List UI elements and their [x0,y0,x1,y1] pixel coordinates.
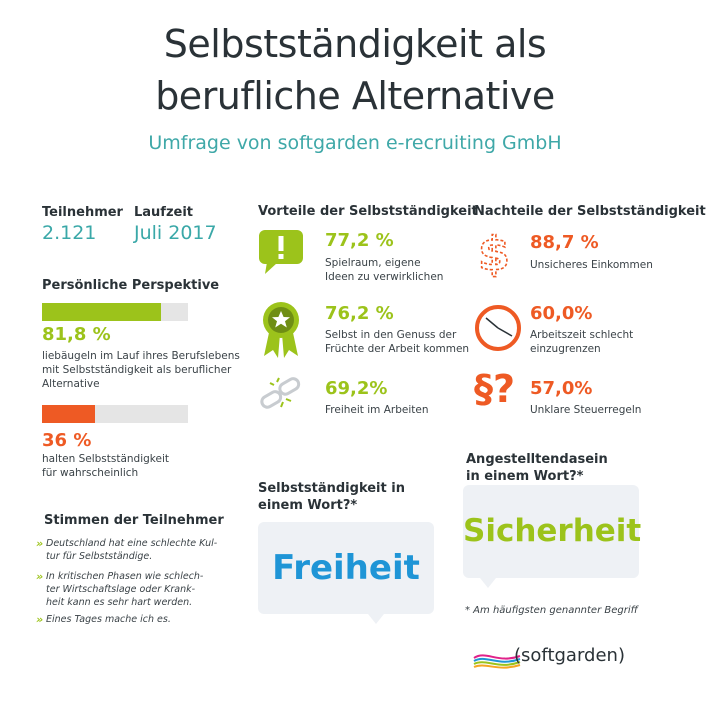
participants-value: 2.121 [42,222,97,244]
pros-value-1: 77,2 % [325,230,394,251]
self-word-bubble: Freiheit [258,522,434,614]
quote-1: » Deutschland hat eine schlechte Kul-tur… [36,537,218,562]
employed-word-heading: Angestelltendasein in einem Wort?* [466,452,608,484]
perspective-heading: Persönliche Perspektive [42,278,220,293]
cons-text-1: Unsicheres Einkommen [530,259,653,271]
voices-heading: Stimmen der Teilnehmer [44,513,224,528]
svg-text:$: $ [478,227,510,278]
quote-icon: » [36,613,44,626]
quote-2: » In kritischen Phasen wie schlech-ter W… [36,570,204,608]
page-title-line-1: Selbstständigkeit als [163,22,547,66]
perspective-bar-1 [42,303,188,321]
quote-icon: » [36,537,44,550]
perspective-value-2: 36 % [42,430,92,451]
clock-icon [475,305,521,351]
cons-text-2: Arbeitszeit schlecht einzugrenzen [530,329,634,355]
perspective-text-1: liebäugeln im Lauf ihres Berufslebens mi… [42,350,240,390]
page-title-line-2: berufliche Alternative [155,74,555,118]
pros-heading: Vorteile der Selbstständigkeit [258,204,478,219]
duration-label: Laufzeit [134,205,194,220]
footnote: * Am häufigsten genannter Begriff [465,605,638,616]
quote-icon: » [36,570,44,583]
cons-value-1: 88,7 % [530,232,599,253]
logo: (softgarden) [514,645,625,666]
page-subtitle: Umfrage von softgarden e-recruiting GmbH [148,132,562,154]
perspective-text-2: halten Selbstständigkeit für wahrscheinl… [42,453,169,479]
perspective-bar-2-fill [42,405,95,423]
cons-heading: Nachteile der Selbstständigkeit [474,204,706,219]
self-word: Freiheit [272,548,420,588]
employed-word: Sicherheit [463,513,642,549]
award-badge-icon [263,302,299,358]
perspective-bar-1-fill [42,303,162,321]
self-bubble-tail [368,614,384,624]
employed-word-bubble: Sicherheit [463,485,642,578]
logo-swoosh-icon [473,654,521,669]
employed-bubble-tail [480,578,496,588]
perspective-bar-2 [42,405,188,423]
pros-text-2: Selbst in den Genuss der Früchte der Arbe… [325,329,470,355]
speech-bubble-exclamation-icon [259,230,303,274]
cons-value-3: 57,0% [530,378,593,399]
pros-text-1: Spielraum, eigene Ideen zu verwirklichen [325,257,444,283]
broken-chain-icon [260,377,301,409]
participants-label: Teilnehmer [42,205,123,220]
quote-3: » Eines Tages mache ich es. [36,613,171,626]
duration-value: Juli 2017 [134,222,217,244]
cons-text-3: Unklare Steuerregeln [530,404,642,416]
perspective-value-1: 81,8 % [42,324,111,345]
self-word-heading: Selbstständigkeit in einem Wort?* [258,481,405,513]
pros-value-3: 69,2% [325,378,388,399]
pros-text-3: Freiheit im Arbeiten [325,404,429,416]
pros-value-2: 76,2 % [325,303,394,324]
paragraph-question-icon: §? [474,367,516,411]
dollar-sign-icon: $ [477,226,511,278]
cons-value-2: 60,0% [530,303,593,324]
